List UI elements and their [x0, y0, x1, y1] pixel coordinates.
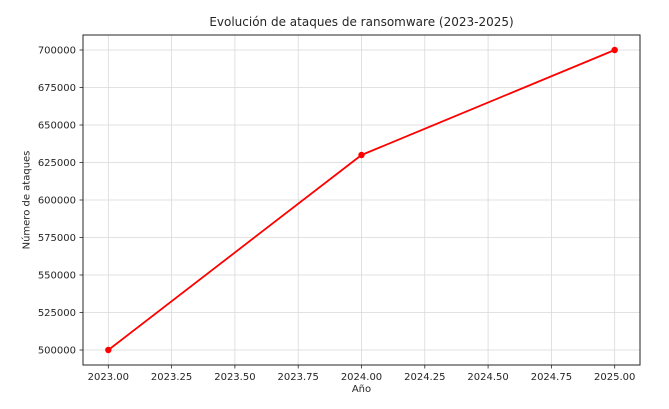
y-tick-label: 525000: [38, 308, 76, 319]
y-axis-label: Número de ataques: [21, 150, 33, 250]
x-tick-label: 2024.00: [341, 372, 382, 383]
x-axis-label: Año: [351, 384, 372, 395]
data-point-marker: [611, 46, 618, 54]
x-tick-label: 2023.00: [88, 372, 129, 383]
x-tick-label: 2024.50: [467, 372, 508, 383]
y-tick-label: 675000: [38, 83, 76, 94]
x-tick-label: 2023.50: [214, 372, 255, 383]
x-tick-label: 2023.75: [278, 372, 319, 383]
data-point-marker: [105, 346, 112, 354]
y-tick-label: 500000: [38, 346, 76, 357]
x-tick-label: 2024.25: [404, 372, 445, 383]
y-tick-label: 700000: [38, 46, 76, 57]
plot-frame: [82, 34, 641, 366]
chart-title: Evolución de ataques de ransomware (2023…: [209, 15, 514, 29]
x-tick-label: 2025.00: [594, 372, 635, 383]
x-tick-label: 2023.25: [151, 372, 192, 383]
y-tick-label: 650000: [38, 121, 76, 132]
y-tick-label: 625000: [38, 158, 76, 169]
y-tick-label: 550000: [38, 271, 76, 282]
data-point-marker: [358, 151, 365, 159]
x-tick-label: 2024.75: [531, 372, 572, 383]
y-tick-label: 600000: [38, 196, 76, 207]
y-tick-label: 575000: [38, 233, 76, 244]
